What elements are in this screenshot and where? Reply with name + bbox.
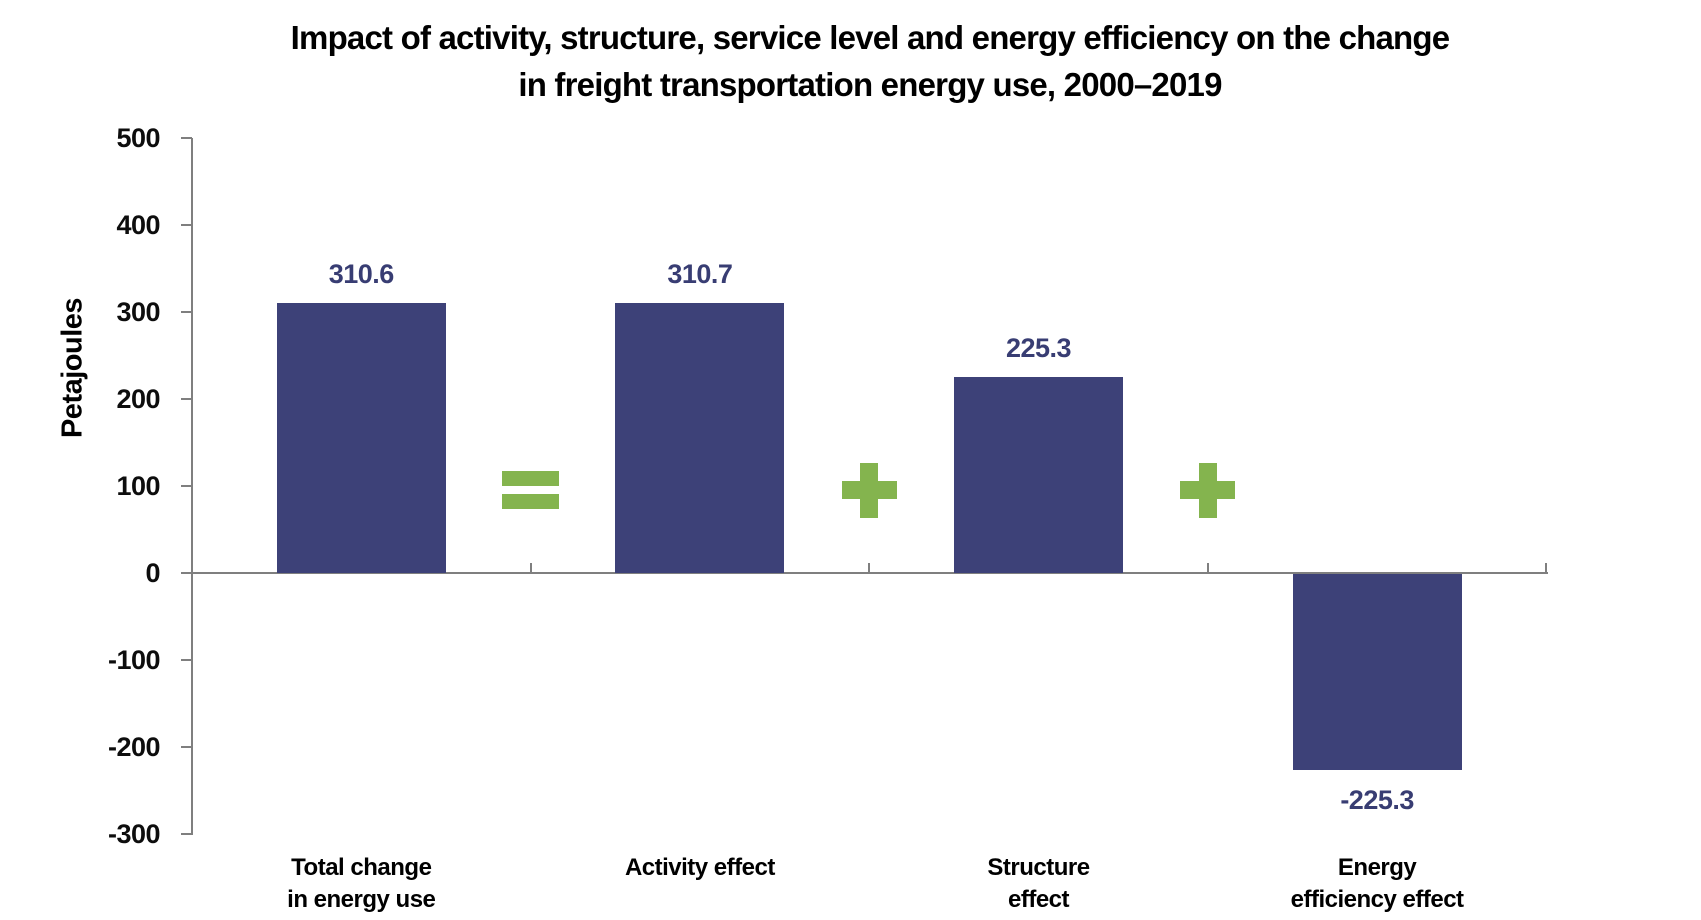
y-tick-label: 0 <box>145 558 160 588</box>
bar <box>954 376 1123 573</box>
category-label: Structure effect <box>874 852 1204 916</box>
chart-title: Impact of activity, structure, service l… <box>40 14 1700 108</box>
plus-icon <box>841 462 897 518</box>
y-tick-mark <box>181 833 192 835</box>
bar-value-label: -225.3 <box>1340 785 1414 815</box>
y-tick-label: 200 <box>116 384 160 414</box>
equals-bar <box>502 494 560 509</box>
plus-vertical-bar <box>860 462 879 518</box>
x-tick-mark <box>868 563 871 574</box>
equals-bar <box>502 471 560 486</box>
category-label-line: in energy use <box>287 886 436 913</box>
y-tick-mark <box>181 398 192 400</box>
x-tick-mark <box>529 563 532 574</box>
category-label: Total change in energy use <box>196 852 526 916</box>
y-tick-mark <box>181 311 192 313</box>
y-tick-label: 100 <box>116 471 160 501</box>
y-tick-label: -300 <box>107 819 161 849</box>
y-tick-mark <box>181 746 192 748</box>
category-label-line: Total change <box>291 854 432 881</box>
y-tick-mark <box>181 485 192 487</box>
category-label-line: Activity effect <box>624 854 775 881</box>
y-tick-mark <box>181 137 192 139</box>
bar <box>615 302 785 573</box>
y-tick-mark <box>181 224 192 226</box>
plus-vertical-bar <box>1198 462 1217 518</box>
y-tick-label: -100 <box>107 645 161 675</box>
x-tick-mark <box>1545 563 1548 574</box>
category-label: Activity effect <box>535 852 865 884</box>
y-tick-label: 400 <box>116 210 160 240</box>
bar-value-label: 225.3 <box>1005 332 1072 363</box>
x-tick-mark <box>1206 563 1209 574</box>
category-label-line: effect <box>1007 886 1070 913</box>
y-tick-mark <box>181 572 192 574</box>
category-label-line: Structure <box>987 854 1090 881</box>
category-label-line: Energy <box>1337 854 1417 881</box>
bar-value-label: 310.6 <box>328 258 395 289</box>
y-tick-label: 500 <box>116 123 160 153</box>
bar-value-label: 310.7 <box>667 258 733 289</box>
chart-title-line2: in freight transportation energy use, 20… <box>518 66 1222 103</box>
plus-icon <box>1180 462 1236 518</box>
bar <box>276 302 446 573</box>
y-tick-label: -200 <box>107 732 161 762</box>
y-tick-label: 300 <box>116 297 160 327</box>
y-axis-line <box>191 138 193 835</box>
y-tick-mark <box>181 659 192 661</box>
chart-title-line1: Impact of activity, structure, service l… <box>290 19 1450 56</box>
category-label-line: efficiency effect <box>1290 886 1464 913</box>
bar <box>1292 574 1462 770</box>
equals-icon <box>502 471 560 517</box>
category-label: Energy efficiency effect <box>1212 852 1542 916</box>
